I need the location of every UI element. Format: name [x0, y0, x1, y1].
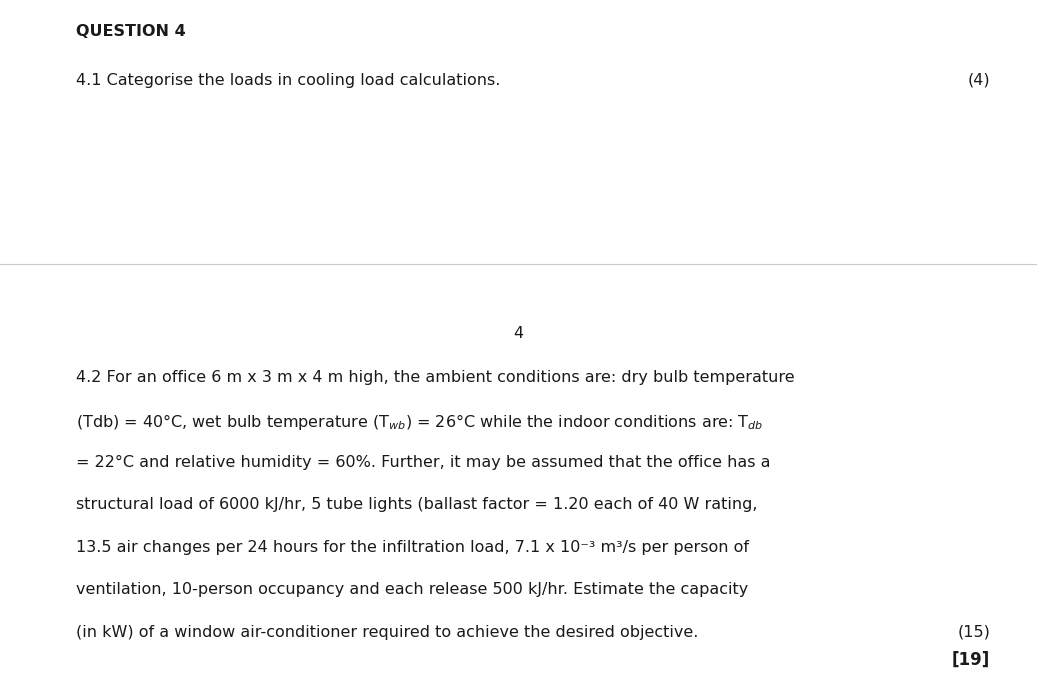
Text: 13.5 air changes per 24 hours for the infiltration load, 7.1 x 10⁻³ m³/s per per: 13.5 air changes per 24 hours for the in…: [76, 540, 749, 555]
Text: 4.2 For an office 6 m x 3 m x 4 m high, the ambient conditions are: dry bulb tem: 4.2 For an office 6 m x 3 m x 4 m high, …: [76, 370, 794, 385]
Text: 4.1 Categorise the loads in cooling load calculations.: 4.1 Categorise the loads in cooling load…: [76, 73, 500, 88]
Text: QUESTION 4: QUESTION 4: [76, 24, 186, 39]
Text: structural load of 6000 kJ/hr, 5 tube lights (ballast factor = 1.20 each of 40 W: structural load of 6000 kJ/hr, 5 tube li…: [76, 498, 757, 512]
Text: = 22°C and relative humidity = 60%. Further, it may be assumed that the office h: = 22°C and relative humidity = 60%. Furt…: [76, 455, 770, 470]
Text: (15): (15): [957, 625, 990, 640]
Text: (Tdb) = 40°C, wet bulb temperature (T$_{wb}$) = 26°C while the indoor conditions: (Tdb) = 40°C, wet bulb temperature (T$_{…: [76, 412, 763, 432]
Text: ventilation, 10-person occupancy and each release 500 kJ/hr. Estimate the capaci: ventilation, 10-person occupancy and eac…: [76, 582, 748, 597]
Text: 4: 4: [513, 326, 524, 341]
Text: (4): (4): [968, 73, 990, 88]
Text: (in kW) of a window air-conditioner required to achieve the desired objective.: (in kW) of a window air-conditioner requ…: [76, 625, 698, 640]
Text: [19]: [19]: [952, 651, 990, 669]
